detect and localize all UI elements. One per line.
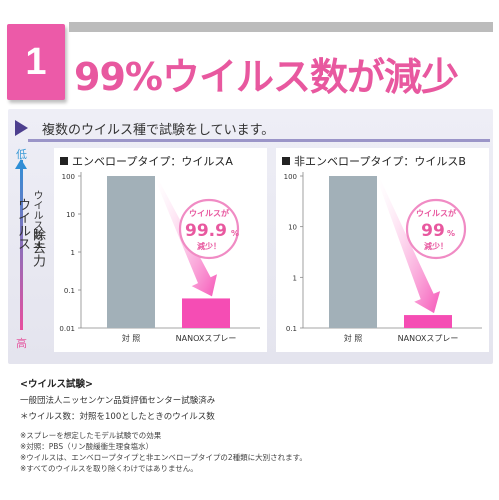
notes-small-3: ※ウイルスは、エンベロープタイプと非エンベロープタイプの2種類に大別されます。 bbox=[20, 453, 307, 462]
y-tick-label: 100 bbox=[284, 173, 297, 181]
axis-high-label: 高 bbox=[16, 337, 27, 350]
axis-label-virus-count: ウイルス数＊ bbox=[31, 190, 42, 250]
axis-low-label: 低 bbox=[16, 148, 27, 161]
bubble-line-3: 減少！ bbox=[197, 241, 221, 251]
chart-b-svg: 100 10 1 0.1 対 照 NANOXスプレー ウイルスが 99 % 減少！ bbox=[284, 172, 482, 343]
chart-a-title: エンベロープタイプ：ウイルスA bbox=[60, 153, 233, 169]
bubble-line-1: ウイルスが bbox=[416, 208, 457, 218]
notes-small-2: ※対照：PBS（リン酸緩衝生理食塩水） bbox=[20, 442, 154, 451]
subheading-underline bbox=[28, 139, 490, 142]
notes-small-4: ※すべてのウイルスを取り除くわけではありません。 bbox=[20, 464, 198, 473]
y-tick-label: 10 bbox=[288, 224, 297, 232]
chart-b-title-text: 非エンベロープタイプ：ウイルスB bbox=[294, 155, 466, 168]
notes-line-2: ＊ウイルス数：対照を100としたときのウイルス数 bbox=[20, 412, 215, 422]
bubble-value: 99.9 bbox=[185, 221, 227, 241]
bar-control bbox=[329, 176, 377, 328]
chart-virus-b: 100 10 1 0.1 対 照 NANOXスプレー ウイルスが 99% 減少！ 非エンベロープ… bbox=[276, 148, 489, 352]
footnotes: <ウイルス試験> 一般団法人ニッセンケン品質評価センター試験済み ＊ウイルス数：… bbox=[20, 376, 480, 474]
gradient-arrow-shaft bbox=[20, 160, 23, 330]
triangle-bullet-icon bbox=[15, 120, 28, 136]
chart-a-title-text: エンベロープタイプ：ウイルスA bbox=[72, 155, 233, 168]
bar-control bbox=[107, 176, 155, 328]
y-tick-label: 10 bbox=[66, 211, 75, 219]
x-tick-label: NANOXスプレー bbox=[176, 334, 237, 343]
bubble-unit: % bbox=[231, 229, 239, 238]
bubble-value: 99 bbox=[421, 221, 445, 241]
square-bullet-icon bbox=[60, 157, 68, 165]
bubble-line-1: ウイルスが bbox=[189, 208, 230, 218]
reduction-arrow bbox=[377, 179, 441, 314]
y-tick-label: 1 bbox=[71, 249, 75, 257]
notes-small-1: ※スプレーを想定したモデル試験での効果 bbox=[20, 431, 162, 440]
notes-line-1: 一般団法人ニッセンケン品質評価センター試験済み bbox=[20, 396, 216, 406]
x-tick-label: 対 照 bbox=[122, 333, 141, 343]
bar-spray bbox=[404, 315, 452, 328]
square-bullet-icon bbox=[282, 157, 290, 165]
x-tick-label: NANOXスプレー bbox=[398, 334, 459, 343]
axis-label-removal: 除去力 bbox=[30, 228, 45, 267]
axis-label-virus: ウイルス bbox=[15, 198, 30, 250]
panel-subtitle: 複数のウイルス種で試験をしています。 bbox=[42, 122, 275, 138]
bubble-unit: % bbox=[447, 229, 455, 238]
reduction-bubble bbox=[178, 198, 240, 260]
bubble-line-3: 減少！ bbox=[424, 241, 448, 251]
y-tick-label: 0.1 bbox=[64, 287, 75, 295]
y-tick-label: 0.01 bbox=[59, 325, 75, 333]
y-tick-label: 100 bbox=[62, 173, 75, 181]
x-tick-label: 対 照 bbox=[344, 333, 363, 343]
bar-spray bbox=[182, 298, 230, 328]
panel-subheading: 複数のウイルス種で試験をしています。 bbox=[15, 118, 274, 138]
section-number-badge: 1 bbox=[7, 24, 65, 100]
chart-b-title: 非エンベロープタイプ：ウイルスB bbox=[282, 153, 466, 169]
header-divider-bar bbox=[69, 22, 493, 32]
y-tick-label: 1 bbox=[293, 274, 297, 282]
headline: 99%ウイルス数が減少 bbox=[74, 55, 459, 99]
notes-title: <ウイルス試験> bbox=[20, 379, 93, 390]
y-tick-label: 0.1 bbox=[286, 325, 297, 333]
chart-virus-a: 100 10 1 0.1 0.01 対 照 NANOXスプレー ウイルスが 99.9% 減少！ エ… bbox=[54, 148, 267, 352]
reduction-bubble bbox=[405, 198, 467, 260]
